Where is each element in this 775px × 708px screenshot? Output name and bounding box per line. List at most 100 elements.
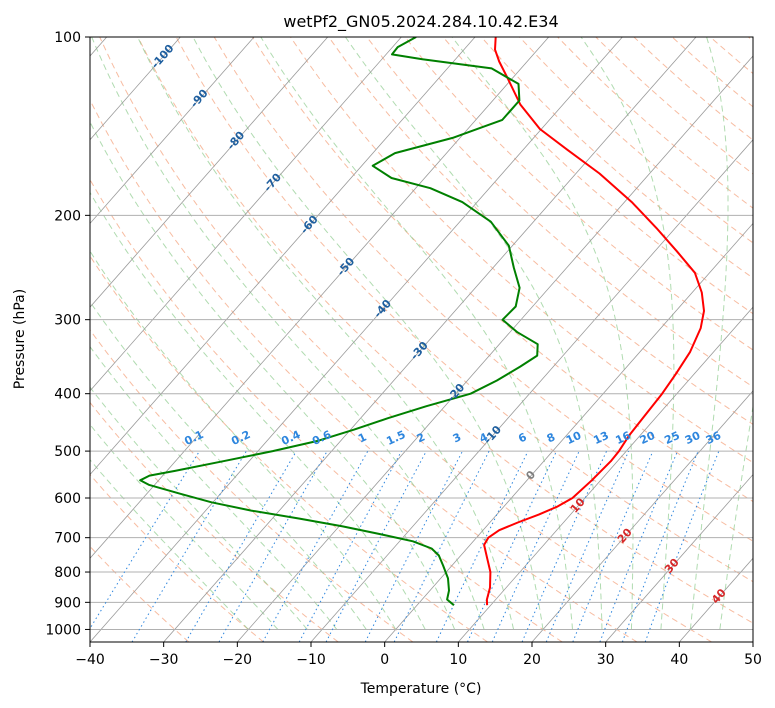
x-tick-label: 20	[523, 652, 541, 668]
dry-adiabat-line	[557, 37, 753, 209]
temperature-profile-line	[483, 37, 705, 606]
x-axis-label: Temperature (°C)	[360, 681, 482, 697]
dry-adiabat-line	[175, 37, 753, 583]
isotherm-line	[605, 473, 753, 642]
x-tick-label: 50	[744, 652, 762, 668]
dewpoint-profile-line	[139, 37, 539, 606]
mixing-ratio-line	[467, 450, 557, 642]
profile-lines	[139, 37, 705, 606]
mixing-ratio-line	[644, 450, 720, 642]
moist-adiabat-line	[90, 423, 279, 630]
x-tick-label: 30	[597, 652, 615, 668]
plot-frame	[89, 36, 754, 643]
moist-adiabat-line	[344, 37, 603, 630]
dry-adiabat-line	[90, 255, 488, 642]
isotherm-line	[90, 37, 329, 308]
isotherm-line	[90, 37, 550, 559]
mixing-ratio-line	[218, 450, 328, 642]
moist-adiabat-line	[90, 191, 426, 630]
mixing-ratio-annotation: 25	[662, 429, 681, 447]
y-tick-label: 900	[54, 595, 81, 611]
line-annotations: -100-90-80-70-60-50-40-30-20-10010203040…	[149, 42, 729, 607]
mixing-ratio-annotation: 1.5	[384, 428, 407, 448]
dry-adiabat-line	[251, 37, 753, 503]
dry-adiabat-line	[90, 178, 563, 642]
dry-adiabat-line	[99, 37, 712, 642]
isotherm-line	[90, 37, 181, 141]
dry-adiabat-line	[404, 37, 753, 351]
mixing-ratio-annotation: 30	[683, 429, 703, 447]
moist-adiabat-line	[90, 250, 397, 630]
moist-adiabat-line	[719, 403, 753, 630]
moist-adiabat-line	[689, 37, 729, 630]
moist-adiabat-line	[90, 345, 338, 630]
isotherm-line	[310, 139, 753, 642]
y-tick-label: 400	[54, 387, 81, 403]
y-tick-label: 500	[54, 444, 81, 460]
background-lines	[90, 37, 753, 642]
mixing-ratio-annotation: 1	[356, 430, 368, 445]
mixing-ratio-line	[185, 450, 297, 642]
mixing-ratio-annotation: 36	[704, 429, 724, 447]
x-tick-label: 10	[449, 652, 467, 668]
mixing-ratio-annotation: 16	[614, 429, 634, 447]
mixing-ratio-annotation: 8	[545, 430, 557, 445]
y-tick-label: 1000	[45, 622, 81, 638]
mixing-ratio-line	[572, 450, 654, 642]
isotherm-line	[237, 55, 753, 642]
dry-adiabat-line	[633, 37, 753, 141]
y-tick-label: 100	[54, 30, 81, 46]
dry-adiabat-line	[671, 37, 753, 108]
isotherm-line	[531, 390, 753, 642]
mixing-ratio-annotation: 10	[564, 429, 584, 447]
dry-adiabat-line	[90, 401, 339, 642]
dry-adiabat-line	[366, 37, 753, 388]
y-tick-label: 800	[54, 565, 81, 581]
moist-adiabat-line	[90, 386, 308, 630]
x-tick-label: −20	[223, 652, 253, 668]
moist-adiabat-line	[192, 37, 544, 630]
x-tick-label: 0	[380, 652, 389, 668]
isotherm-line	[384, 222, 753, 642]
dry-adiabat-line	[328, 37, 753, 425]
mixing-ratio-annotation: 0.6	[310, 428, 333, 448]
mixing-ratio-annotation: 20	[638, 429, 658, 447]
mixing-ratio-line	[621, 450, 699, 642]
y-tick-label: 700	[54, 531, 81, 547]
isotherm-line	[90, 37, 402, 392]
mixing-ratio-line	[298, 450, 402, 642]
y-tick-label: 200	[54, 208, 81, 224]
x-tick-label: 40	[670, 652, 688, 668]
x-axis-ticks: −40 −30 −20 −10 0 10 20 30 40 50	[75, 642, 762, 668]
dry-adiabat-line	[90, 329, 414, 642]
isotherm-line	[90, 37, 255, 225]
mixing-ratio-line	[491, 450, 580, 642]
isotherm-line	[163, 37, 697, 642]
x-tick-label: −10	[296, 652, 326, 668]
mixing-ratio-line	[131, 450, 247, 642]
mixing-ratio-annotation: 2	[415, 430, 427, 445]
dry-adiabat-line	[90, 473, 264, 642]
dry-adiabat-line	[748, 37, 753, 42]
y-axis-ticks: 100 200 300 400 500 600 700 800 900 1000	[45, 30, 90, 638]
moist-adiabat-line	[90, 120, 456, 630]
isotherm-line	[458, 306, 753, 642]
mixing-ratio-annotation: 6	[516, 430, 529, 445]
isotherm-line	[90, 37, 623, 642]
y-tick-label: 600	[54, 491, 81, 507]
moist-adiabat-line	[90, 458, 249, 630]
dry-adiabat-line	[480, 37, 753, 279]
isotherm-line	[679, 557, 753, 642]
mixing-ratio-line	[435, 450, 529, 642]
mixing-ratio-line	[325, 450, 427, 642]
mixing-ratio-line	[393, 450, 490, 642]
mixing-ratio-line	[262, 450, 369, 642]
mixing-ratio-line	[599, 450, 679, 642]
y-axis-label: Pressure (hPa)	[12, 289, 28, 389]
y-tick-label: 300	[54, 313, 81, 329]
mixing-ratio-annotation: 3	[451, 430, 463, 445]
mixing-ratio-line	[90, 450, 200, 630]
dry-adiabat-line	[90, 545, 190, 642]
